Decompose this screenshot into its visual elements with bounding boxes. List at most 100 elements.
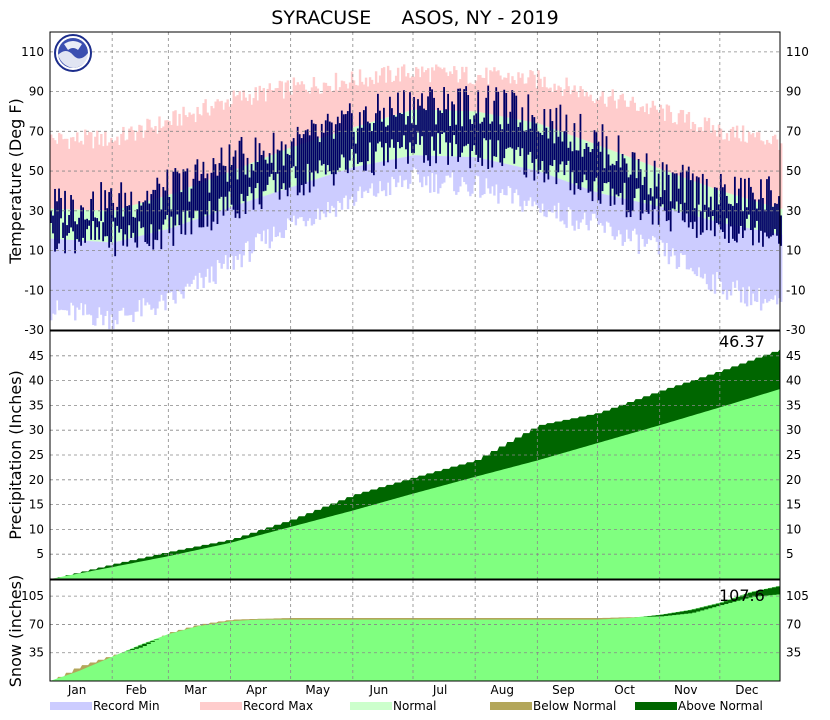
record-min-bar bbox=[499, 162, 502, 193]
record-min-bar bbox=[437, 155, 440, 194]
record-max-bar bbox=[212, 108, 215, 178]
record-min-bar bbox=[775, 233, 779, 305]
record-min-bar bbox=[190, 220, 193, 285]
record-max-bar bbox=[755, 132, 759, 202]
left-tick-label: 30 bbox=[29, 204, 44, 218]
month-tick-label: Jul bbox=[432, 683, 447, 697]
record-max-bar bbox=[238, 91, 241, 168]
record-min-bar bbox=[400, 157, 404, 188]
record-max-bar bbox=[579, 86, 582, 139]
record-min-bar bbox=[497, 162, 500, 204]
right-tick-label: 5 bbox=[786, 547, 794, 561]
left-tick-label: 40 bbox=[29, 374, 44, 388]
record-min-bar bbox=[60, 239, 63, 310]
record-min-bar bbox=[709, 220, 713, 292]
record-min-bar bbox=[631, 200, 634, 231]
record-max-bar bbox=[645, 103, 649, 164]
record-max-bar bbox=[216, 99, 219, 177]
record-min-bar bbox=[629, 200, 632, 242]
record-min-bar bbox=[218, 211, 221, 264]
record-min-bar bbox=[64, 239, 67, 311]
snow-below-normal-bar bbox=[647, 616, 653, 617]
record-min-bar bbox=[755, 229, 759, 302]
snow-normal-area bbox=[50, 585, 780, 681]
record-min-bar bbox=[677, 211, 681, 268]
record-max-bar bbox=[613, 100, 616, 152]
record-max-bar bbox=[733, 137, 737, 196]
record-min-bar bbox=[707, 219, 711, 290]
record-min-bar bbox=[593, 191, 596, 214]
record-min-bar bbox=[50, 238, 53, 321]
record-min-bar bbox=[673, 210, 677, 256]
record-min-bar bbox=[366, 164, 370, 193]
record-max-bar bbox=[256, 100, 259, 161]
record-min-bar bbox=[719, 222, 723, 282]
record-max-bar bbox=[685, 114, 689, 179]
record-min-bar bbox=[495, 161, 498, 185]
record-min-bar bbox=[378, 161, 382, 182]
record-max-bar bbox=[226, 99, 229, 173]
record-max-bar bbox=[469, 82, 472, 112]
record-max-bar bbox=[681, 110, 685, 178]
record-min-bar bbox=[477, 157, 480, 177]
record-max-bar bbox=[412, 76, 416, 110]
record-max-bar bbox=[364, 77, 368, 124]
record-max-bar bbox=[218, 101, 221, 176]
record-min-bar bbox=[90, 241, 93, 316]
snow-below-normal-bar bbox=[695, 608, 701, 612]
record-min-bar bbox=[743, 227, 747, 304]
record-min-bar bbox=[763, 231, 767, 299]
record-min-bar bbox=[457, 156, 460, 193]
record-max-bar bbox=[615, 108, 618, 153]
normal-range-bar bbox=[659, 169, 663, 207]
snow-below-normal-bar bbox=[763, 589, 769, 596]
record-min-bar bbox=[575, 184, 578, 221]
legend-label: Above Normal bbox=[678, 699, 763, 713]
right-tick-label: 30 bbox=[786, 423, 801, 437]
record-max-bar bbox=[595, 99, 598, 145]
record-min-bar bbox=[711, 220, 715, 275]
record-min-bar bbox=[597, 192, 600, 225]
record-max-bar bbox=[62, 139, 65, 210]
legend-swatch bbox=[635, 702, 677, 710]
record-min-bar bbox=[509, 164, 512, 188]
record-max-bar bbox=[483, 78, 486, 114]
record-min-bar bbox=[431, 155, 434, 174]
right-tick-label: 25 bbox=[786, 448, 801, 462]
snow-below-normal-bar bbox=[711, 604, 717, 608]
record-min-bar bbox=[465, 156, 468, 185]
record-min-bar bbox=[427, 155, 430, 177]
record-min-bar bbox=[759, 230, 763, 311]
month-tick-label: Dec bbox=[735, 683, 758, 697]
record-max-bar bbox=[84, 129, 87, 210]
record-max-bar bbox=[244, 97, 247, 166]
record-min-bar bbox=[455, 156, 458, 195]
record-max-bar bbox=[70, 137, 73, 210]
record-max-bar bbox=[374, 71, 378, 121]
snow-below-normal-bar bbox=[138, 645, 143, 648]
snow-below-normal-bar bbox=[731, 598, 737, 602]
record-min-bar bbox=[689, 214, 693, 268]
record-max-bar bbox=[196, 106, 199, 185]
record-max-bar bbox=[675, 124, 679, 175]
record-max-bar bbox=[406, 73, 410, 112]
record-min-bar bbox=[543, 173, 546, 217]
record-min-bar bbox=[757, 230, 761, 289]
record-max-bar bbox=[743, 141, 747, 199]
record-min-bar bbox=[645, 203, 649, 244]
record-min-bar bbox=[136, 236, 139, 312]
record-max-bar bbox=[541, 86, 544, 125]
record-min-bar bbox=[360, 165, 364, 199]
record-min-bar bbox=[238, 204, 241, 255]
record-min-bar bbox=[697, 216, 701, 268]
right-tick-label: 10 bbox=[786, 244, 801, 258]
record-max-bar bbox=[292, 77, 296, 147]
record-max-bar bbox=[186, 117, 189, 188]
record-min-bar bbox=[679, 212, 683, 254]
month-tick-label: Nov bbox=[674, 683, 697, 697]
record-max-bar bbox=[435, 64, 438, 111]
record-min-bar bbox=[316, 178, 320, 209]
record-min-bar bbox=[184, 223, 187, 287]
record-min-bar bbox=[372, 163, 376, 196]
record-max-bar bbox=[543, 76, 546, 126]
